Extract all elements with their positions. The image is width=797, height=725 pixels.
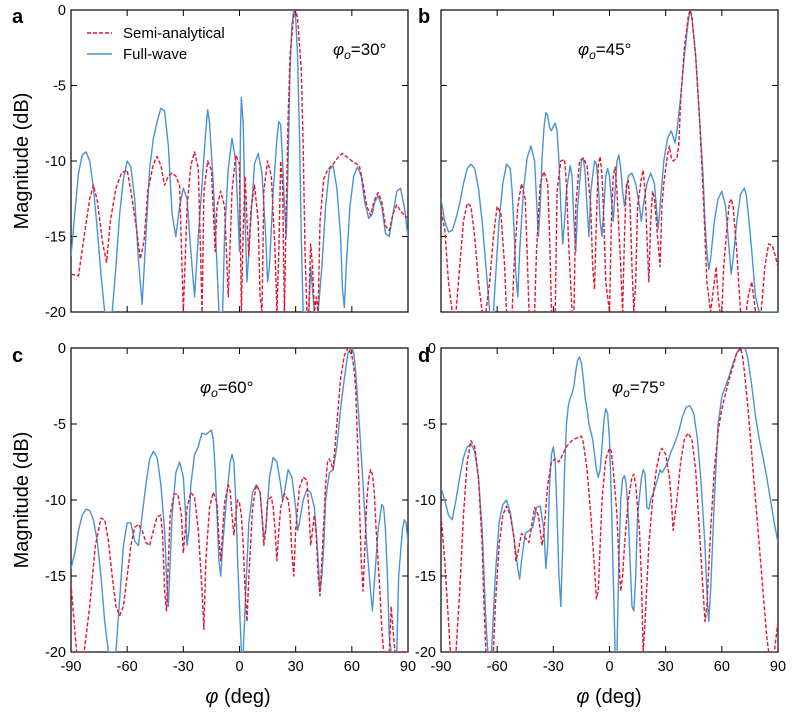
annotation-b: φo=45° (578, 40, 631, 62)
y-tick-label: -20 (415, 645, 436, 661)
x-axis-unit-right: (deg) (589, 686, 641, 708)
panel-letter-c: c (12, 345, 23, 367)
annotation-value-c: =60° (218, 378, 254, 397)
curves-d (441, 348, 778, 652)
y-tick-label: -15 (415, 569, 436, 585)
annotation-symbol-b: φ (578, 40, 589, 59)
y-tick-label: -5 (53, 79, 66, 95)
x-tick-label: 90 (770, 659, 786, 675)
x-tick-label: -90 (61, 659, 82, 675)
annotation-symbol-c: φ (200, 378, 211, 397)
annotation-value-b: =45° (596, 40, 632, 59)
y-axis-label-top: Magnitude (dB) (11, 93, 33, 230)
y-tick-label: -20 (45, 305, 66, 321)
x-axis-label-right: φ (deg) (576, 686, 641, 708)
x-tick-label: 30 (288, 659, 304, 675)
y-tick-label: 0 (428, 341, 436, 357)
x-axis-symbol-right: φ (576, 686, 589, 708)
legend-label-full-wave: Full-wave (123, 46, 187, 63)
x-tick-label: 0 (235, 659, 243, 675)
panel-c: c -90 -60 -30 0 30 60 90 0 -5 -10 -15 -20 φo=60° (12, 341, 416, 675)
annotation-sub-c: o (211, 386, 218, 400)
y-tick-label: -10 (45, 154, 66, 170)
annotation-symbol-d: φ (612, 378, 623, 397)
x-tick-label: 60 (714, 659, 730, 675)
panel-letter-a: a (12, 6, 24, 28)
x-tick-label: 90 (400, 659, 416, 675)
annotation-sub-b: o (589, 48, 596, 62)
annotation-a: φo=30° (333, 40, 386, 62)
x-axis-symbol-left: φ (205, 686, 218, 708)
series-full-wave-d (441, 348, 778, 652)
y-tick-label: -15 (45, 569, 66, 585)
y-tick-label: -5 (423, 417, 436, 433)
panel-a: a 0 -5 -10 -15 -20 φo=30° Semi-analytical Fu… (12, 3, 409, 321)
series-semi-analytical-c (71, 348, 408, 652)
series-semi-analytical-d (441, 348, 778, 652)
annotation-sub-a: o (344, 48, 351, 62)
x-tick-label: -30 (173, 659, 194, 675)
legend: Semi-analytical Full-wave (87, 25, 225, 63)
legend-label-semi-analytical: Semi-analytical (123, 25, 225, 42)
x-tick-label: 60 (344, 659, 360, 675)
y-tick-label: -10 (45, 493, 66, 509)
series-full-wave-c (71, 348, 408, 652)
curves-a (71, 10, 408, 312)
ticks-c: -90 -60 -30 0 30 60 90 0 -5 -10 -15 -20 (45, 341, 416, 675)
panel-letter-d: d (418, 345, 430, 367)
annotation-value-d: =75° (630, 378, 666, 397)
x-axis-unit-left: (deg) (218, 686, 270, 708)
y-tick-label: -10 (415, 493, 436, 509)
annotation-c: φo=60° (200, 378, 253, 400)
y-axis-label-bottom: Magnitude (dB) (11, 432, 33, 569)
y-tick-label: 0 (58, 341, 66, 357)
ticks-d: -90 -60 -30 0 30 60 90 0 -5 -10 -15 -20 (415, 341, 786, 675)
x-tick-label: -30 (543, 659, 564, 675)
x-tick-label: -90 (431, 659, 452, 675)
x-tick-label: -60 (117, 659, 138, 675)
y-tick-label: -20 (45, 645, 66, 661)
annotation-symbol-a: φ (333, 40, 344, 59)
series-full-wave-b (441, 10, 778, 312)
x-tick-label: 0 (605, 659, 613, 675)
annotation-d: φo=75° (612, 378, 665, 400)
annotation-sub-d: o (623, 386, 630, 400)
x-tick-label: 30 (658, 659, 674, 675)
y-tick-label: -5 (53, 417, 66, 433)
annotation-value-a: =30° (351, 40, 387, 59)
curves-c (71, 348, 408, 652)
y-tick-label: -15 (45, 230, 66, 246)
plot-frame-d (440, 347, 779, 653)
panel-d: d -90 -60 -30 0 30 60 90 0 -5 -10 -15 -20 φo=75° (415, 341, 786, 675)
curves-b (441, 10, 778, 312)
x-axis-label-left: φ (deg) (205, 686, 270, 708)
series-semi-analytical-a (71, 10, 408, 312)
x-tick-label: -60 (487, 659, 508, 675)
y-tick-label: 0 (58, 3, 66, 19)
panel-letter-b: b (418, 6, 430, 28)
panel-b: b φo=45° (418, 6, 779, 313)
